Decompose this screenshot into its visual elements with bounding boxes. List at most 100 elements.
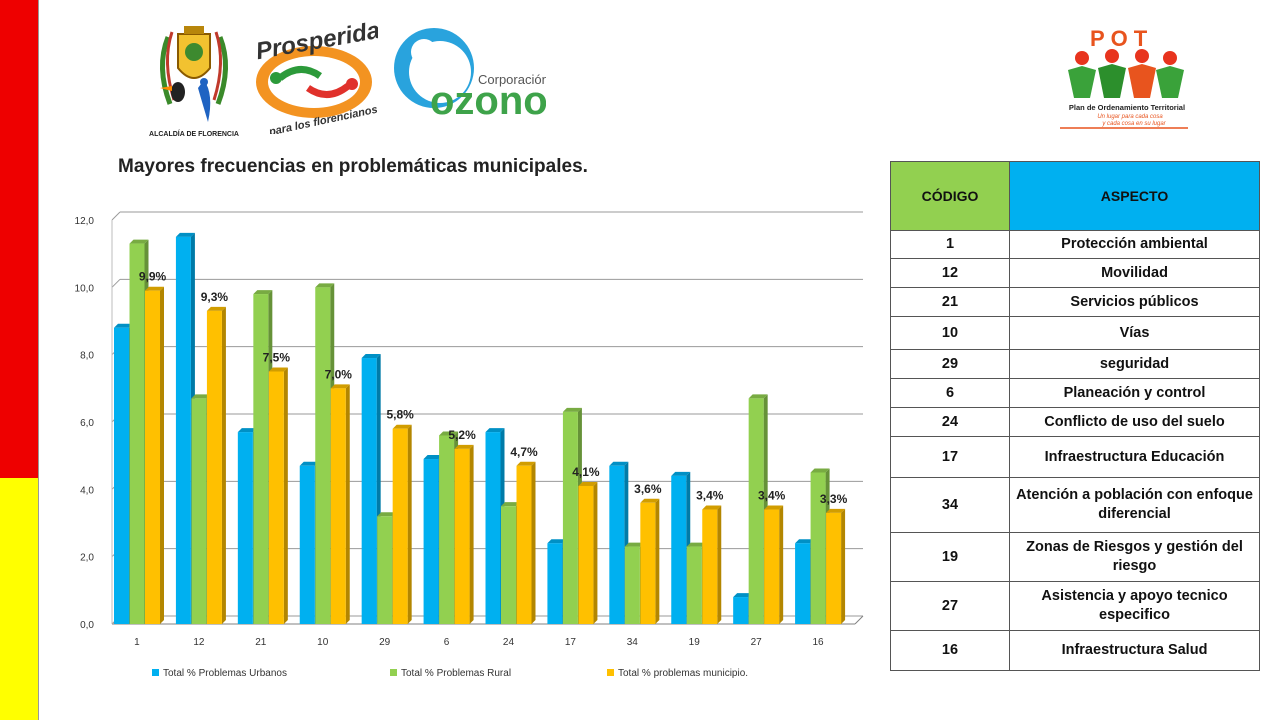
- bar: [609, 465, 625, 624]
- x-tick-label: 17: [565, 637, 577, 648]
- bar-chart: 0,0 2,0 4,0 6,0 8,0 10,0 12,0 1 9,9% 12 9,3% 21 7,5%…: [75, 211, 864, 679]
- bar-top: [377, 512, 397, 517]
- red-side-stripe: [0, 0, 39, 478]
- gridline-depth: [111, 211, 121, 221]
- data-label: 9,3%: [201, 290, 229, 304]
- bar-top: [191, 394, 211, 399]
- bar-top: [485, 428, 505, 433]
- table-cell-code: 10: [890, 316, 1010, 350]
- table-cell-aspect: Protección ambiental: [1009, 230, 1260, 259]
- bar-top: [268, 367, 288, 372]
- bar-top: [578, 481, 598, 486]
- bar: [826, 512, 842, 624]
- bar-top: [237, 428, 257, 433]
- table-cell-code: 24: [890, 407, 1010, 437]
- bar-top: [562, 407, 582, 412]
- macaw-icon: [198, 80, 211, 122]
- table-cell-aspect: Infraestructura Salud: [1009, 630, 1260, 671]
- y-tick-label: 10,0: [75, 283, 95, 294]
- data-label: 3,4%: [696, 489, 724, 503]
- yellow-side-stripe: [0, 478, 39, 720]
- x-tick-label: 19: [689, 637, 701, 648]
- table-cell-code: 29: [890, 349, 1010, 379]
- data-label: 3,3%: [820, 492, 848, 506]
- data-label: 7,0%: [325, 367, 353, 381]
- table-cell-aspect: Planeación y control: [1009, 378, 1260, 408]
- data-label: 4,1%: [572, 465, 600, 479]
- y-tick-label: 6,0: [80, 418, 94, 429]
- bar-top: [315, 283, 335, 288]
- header-codigo: CÓDIGO: [890, 161, 1010, 231]
- bar-top: [764, 505, 784, 510]
- bar-side: [841, 508, 846, 624]
- prosperidad-logo: Prosperidad para los florencianos: [254, 22, 378, 134]
- table-row: 10 Vías: [890, 316, 1260, 350]
- table-row: 19 Zonas de Riesgos y gestión del riesgo: [890, 532, 1260, 582]
- bar-top: [299, 461, 319, 466]
- people-icon: [1068, 49, 1184, 98]
- bar: [702, 509, 718, 624]
- bar-top: [392, 424, 412, 429]
- pot-slogan-2: y cada cosa en su lugar: [1101, 121, 1166, 127]
- bar: [501, 506, 516, 624]
- table-row: 1 Protección ambiental: [890, 230, 1260, 259]
- data-label: 5,8%: [386, 408, 414, 422]
- bar: [299, 465, 315, 624]
- bar-top: [810, 468, 830, 473]
- bar-side: [779, 505, 784, 624]
- bar: [129, 243, 145, 625]
- bar-top: [702, 505, 722, 510]
- bar: [330, 388, 346, 624]
- ozono-name: ozono: [430, 79, 546, 118]
- chart-title: Mayores frecuencias en problemáticas mun…: [118, 156, 588, 177]
- table-cell-aspect: Servicios públicos: [1009, 287, 1260, 317]
- bar-top: [826, 508, 846, 513]
- alcaldia-florencia-logo: ALCALDÍA DE FLORENCIA: [149, 26, 239, 138]
- table-cell-code: 1: [890, 230, 1010, 259]
- bar-side: [407, 424, 412, 624]
- table-cell-code: 34: [890, 477, 1010, 533]
- bar-top: [145, 286, 164, 291]
- x-tick-label: 29: [379, 637, 391, 648]
- floor-edge: [854, 615, 864, 625]
- legend-entry: Total % Problemas Rural: [401, 668, 511, 679]
- data-label: 7,5%: [263, 351, 291, 365]
- data-label: 5,2%: [448, 428, 476, 442]
- bar: [114, 327, 129, 624]
- table-cell-code: 27: [890, 581, 1010, 631]
- toucan-icon: [171, 82, 185, 102]
- bar-top: [733, 593, 753, 598]
- bar: [268, 371, 284, 624]
- data-label: 9,9%: [139, 270, 167, 284]
- bar-top: [609, 461, 629, 466]
- x-tick-label: 16: [812, 637, 824, 648]
- bar: [361, 358, 377, 624]
- bar-top: [686, 542, 706, 547]
- table-cell-aspect: Movilidad: [1009, 258, 1260, 288]
- table-cell-aspect: Conflicto de uso del suelo: [1009, 407, 1260, 437]
- bar-side: [531, 461, 536, 624]
- bar: [206, 310, 222, 624]
- bar-top: [640, 498, 660, 503]
- legend-swatch: [152, 669, 159, 676]
- legend-swatch: [390, 669, 397, 676]
- data-label: 3,6%: [634, 482, 662, 496]
- bar: [733, 597, 749, 624]
- bar: [671, 475, 687, 624]
- bar-top: [748, 394, 768, 399]
- bar: [237, 432, 253, 624]
- bar-top: [114, 323, 133, 328]
- table-cell-aspect: Zonas de Riesgos y gestión del riesgo: [1009, 532, 1260, 582]
- bar: [686, 546, 702, 624]
- x-tick-label: 6: [444, 637, 450, 648]
- bar: [764, 509, 780, 624]
- table-row: 21 Servicios públicos: [890, 287, 1260, 317]
- y-tick-label: 8,0: [80, 351, 94, 362]
- x-tick-label: 27: [751, 637, 763, 648]
- table-header-row: CÓDIGO ASPECTO: [890, 161, 1260, 231]
- bar-top: [795, 539, 815, 544]
- table-cell-code: 12: [890, 258, 1010, 288]
- bar-side: [221, 306, 226, 624]
- codes-table: CÓDIGO ASPECTO 1 Protección ambiental 12 Mo…: [890, 161, 1260, 671]
- bar-side: [717, 505, 722, 624]
